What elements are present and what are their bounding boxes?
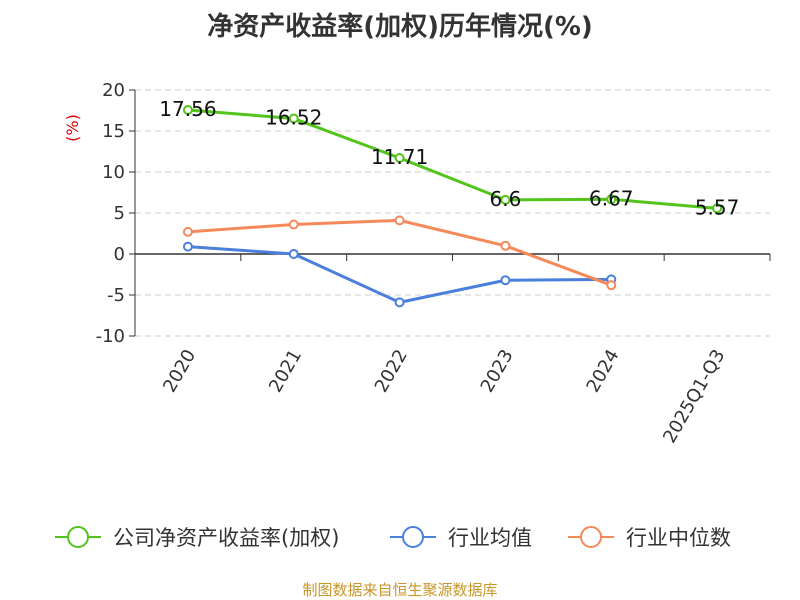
data-label: 16.52 [265, 106, 322, 130]
legend-marker [402, 526, 424, 548]
legend: 公司净资产收益率(加权) 行业均值 行业中位数 [55, 526, 731, 550]
chart-title: 净资产收益率(加权)历年情况(%) [207, 12, 593, 42]
legend-item[interactable]: 公司净资产收益率(加权) [55, 526, 339, 550]
series-line [187, 245, 612, 304]
data-point [288, 219, 299, 230]
grid-lines [135, 89, 770, 337]
y-tick-label: -10 [96, 326, 125, 347]
y-tick-label: 20 [102, 80, 125, 101]
legend-marker [580, 526, 602, 548]
data-point [288, 249, 299, 259]
data-label: 17.56 [159, 97, 216, 121]
data-label: 11.71 [371, 145, 428, 169]
y-tick-label: 5 [114, 203, 125, 224]
legend-marker [67, 526, 89, 548]
legend-item[interactable]: 行业均值 [390, 526, 532, 550]
data-point [288, 113, 299, 124]
series-line [187, 218, 612, 287]
data-label: 6.6 [490, 187, 522, 211]
legend-label: 行业均值 [448, 526, 532, 550]
data-point [606, 280, 617, 291]
x-tick-label: 2023 [477, 346, 518, 396]
series-line [187, 108, 718, 210]
data-point [500, 240, 511, 251]
data-point [182, 226, 193, 237]
data-labels: 17.56 16.52 11.71 6.6 6.67 5.57 [159, 97, 739, 219]
y-tick-label: 0 [114, 244, 125, 265]
legend-item[interactable]: 行业中位数 [568, 526, 731, 550]
y-axis-label: (%) [63, 114, 82, 142]
y-tick-label: -5 [107, 285, 125, 306]
axes: 20 15 10 5 0 -5 -10 2020 2021 2022 2023 2024 2025Q1-… [96, 80, 771, 447]
data-point [182, 105, 193, 116]
source-note: 制图数据来自恒生聚源数据库 [302, 581, 498, 599]
y-tick-label: 10 [102, 162, 125, 183]
data-point [500, 194, 511, 205]
data-point [606, 194, 617, 205]
x-tick-label: 2025Q1-Q3 [659, 346, 729, 447]
data-point [182, 241, 193, 252]
data-point [712, 203, 723, 214]
series-lines [182, 105, 723, 308]
legend-label: 行业中位数 [626, 526, 731, 550]
x-tick-label: 2020 [159, 346, 200, 396]
data-label: 5.57 [695, 195, 740, 219]
data-point [394, 297, 405, 308]
data-point [500, 275, 511, 286]
x-tick-label: 2024 [582, 346, 623, 396]
y-tick-label: 15 [102, 121, 125, 142]
legend-label: 公司净资产收益率(加权) [113, 526, 339, 550]
data-label: 6.67 [589, 186, 634, 210]
data-point [394, 215, 405, 226]
data-point [394, 152, 405, 163]
x-tick-label: 2022 [371, 346, 412, 396]
x-tick-label: 2021 [265, 346, 306, 396]
